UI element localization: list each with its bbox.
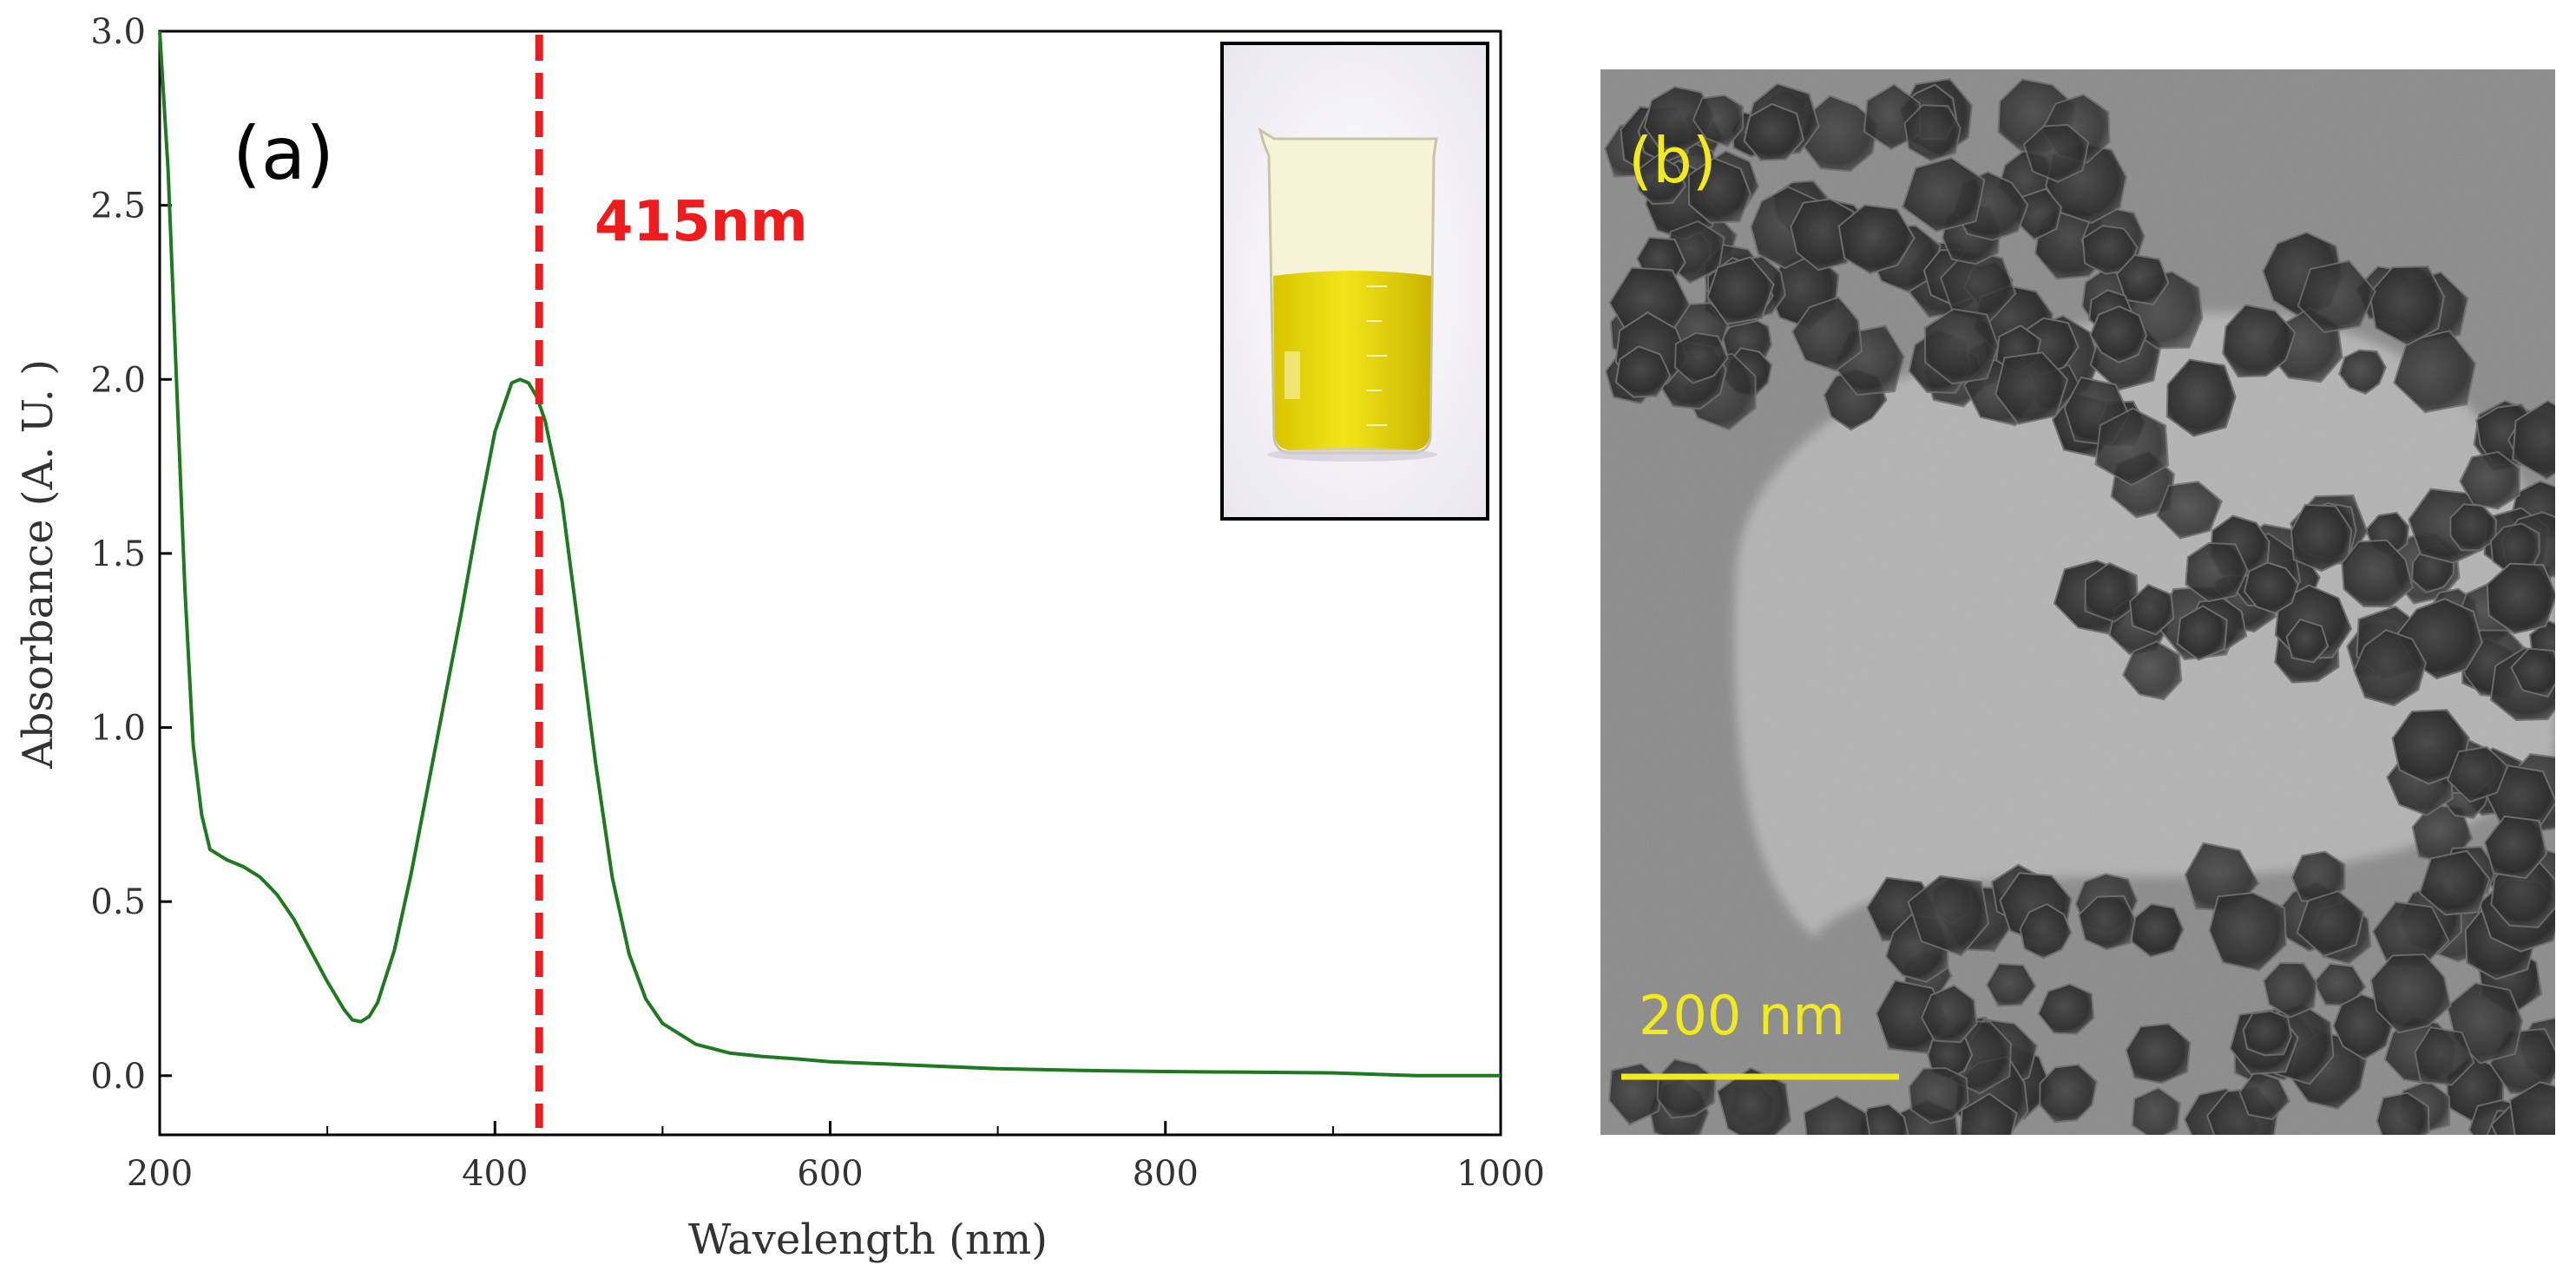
nanoparticle	[2312, 962, 2367, 1007]
nanoparticle	[2449, 503, 2498, 552]
nanoparticle	[2486, 562, 2555, 635]
nanoparticle	[2176, 605, 2228, 661]
panel-label-b: (b)	[1628, 124, 1717, 197]
nanoparticle	[2156, 480, 2224, 540]
nanoparticle	[2131, 1086, 2181, 1135]
nanoparticle	[2510, 647, 2555, 698]
nanoparticle-clusters	[1603, 77, 2555, 1135]
nanoparticle	[2414, 1026, 2475, 1086]
y-tick-label: 2.5	[90, 187, 146, 226]
nanoparticle	[1908, 1066, 1969, 1124]
nanoparticle	[2185, 541, 2249, 603]
nanoparticle	[1994, 351, 2069, 425]
nanoparticle	[2037, 983, 2095, 1035]
nanoparticle	[2130, 902, 2185, 958]
nanoparticle	[2125, 1022, 2192, 1085]
absorbance-series-line	[158, 30, 1501, 1078]
nanoparticle	[1959, 1092, 2018, 1135]
nanoparticle	[1921, 984, 1978, 1044]
y-axis-title: Absorbance (A. U. )	[14, 359, 62, 770]
nanoparticle	[2341, 539, 2415, 608]
nanoparticle	[2129, 583, 2175, 636]
x-axis-title: Wavelength (nm)	[688, 1216, 1048, 1264]
nanoparticle	[1923, 308, 2000, 385]
nanoparticle	[2165, 358, 2237, 437]
nanoparticle	[2483, 815, 2548, 880]
nanoparticle	[2222, 304, 2297, 378]
nanoparticle	[1614, 345, 1672, 398]
x-tick-label: 800	[1133, 1154, 1199, 1194]
nanoparticle	[2391, 709, 2470, 785]
x-axis-ticks: 200 400 600 800 1000	[127, 1121, 1545, 1194]
nanoparticle	[2094, 407, 2170, 487]
nanoparticle	[1985, 962, 2037, 1007]
peak-label: 415nm	[595, 190, 808, 254]
nanoparticle	[2290, 503, 2353, 573]
nanoparticle	[1706, 256, 1775, 325]
nanoparticle	[1637, 154, 1687, 206]
nanoparticle	[1803, 1095, 1871, 1135]
nanoparticle	[1903, 104, 1962, 162]
nanoparticle	[1858, 1103, 1909, 1135]
y-tick-label: 1.0	[90, 709, 146, 749]
y-tick-label: 0.0	[90, 1057, 146, 1097]
nanoparticle	[1716, 1066, 1792, 1135]
nanoparticle	[2238, 1070, 2291, 1121]
y-tick-label: 0.5	[90, 882, 146, 922]
nanoparticle	[1692, 94, 1745, 147]
nanoparticle	[2369, 953, 2452, 1034]
nanoparticle	[2243, 561, 2300, 614]
nanoparticle	[2285, 618, 2330, 664]
nanoparticle	[2022, 123, 2090, 183]
beaker-liquid	[1273, 271, 1431, 450]
x-tick-label: 600	[797, 1154, 863, 1194]
nanoparticle	[2353, 628, 2428, 707]
nanoparticle	[2418, 849, 2491, 916]
nanoparticle	[2121, 640, 2183, 701]
solution-photo-inset	[1220, 42, 1489, 521]
x-tick-label: 400	[462, 1154, 528, 1194]
nanoparticle	[2089, 305, 2148, 364]
panel-label-a: (a)	[233, 111, 334, 196]
nanoparticle	[1743, 102, 1805, 161]
nanoparticle	[1901, 156, 1986, 233]
nanoparticle	[1907, 875, 1990, 957]
y-tick-label: 2.0	[90, 360, 146, 400]
x-tick-label: 200	[127, 1154, 193, 1194]
scale-bar-label: 200 nm	[1639, 984, 1845, 1047]
nanoparticle	[2208, 891, 2288, 972]
nanoparticle	[2242, 1010, 2292, 1057]
nanoparticle	[1837, 204, 1916, 275]
nanoparticle	[2338, 349, 2388, 396]
nanoparticle	[2081, 225, 2139, 275]
nanoparticle	[2297, 259, 2376, 334]
nanoparticle	[1791, 296, 1863, 372]
nanoparticle	[1687, 157, 1752, 224]
y-axis-ticks: 0.0 0.5 1.0 1.5 2.0 2.5 3.0	[90, 12, 172, 1097]
x-tick-label: 1000	[1456, 1154, 1545, 1194]
nanoparticle	[2508, 1081, 2555, 1135]
nanoparticle	[1673, 331, 1729, 384]
absorbance-chart: 0.0 0.5 1.0 1.5 2.0 2.5 3.0 200 400 600 800 1000 4…	[14, 12, 1545, 1264]
y-tick-label: 3.0	[90, 12, 146, 52]
nanoparticle	[2446, 745, 2509, 803]
y-tick-label: 1.5	[90, 534, 146, 574]
nanoparticle	[2019, 902, 2073, 960]
nanoparticle	[2263, 961, 2318, 1019]
nanoparticle	[2039, 1064, 2098, 1124]
nanoparticle	[2459, 450, 2521, 510]
nanoparticle	[2296, 889, 2365, 958]
tem-micrograph: (b) 200 nm	[1600, 69, 2555, 1135]
nanoparticle	[2077, 895, 2137, 951]
nanoparticle	[2376, 1091, 2430, 1135]
nanoparticle	[2512, 399, 2555, 481]
